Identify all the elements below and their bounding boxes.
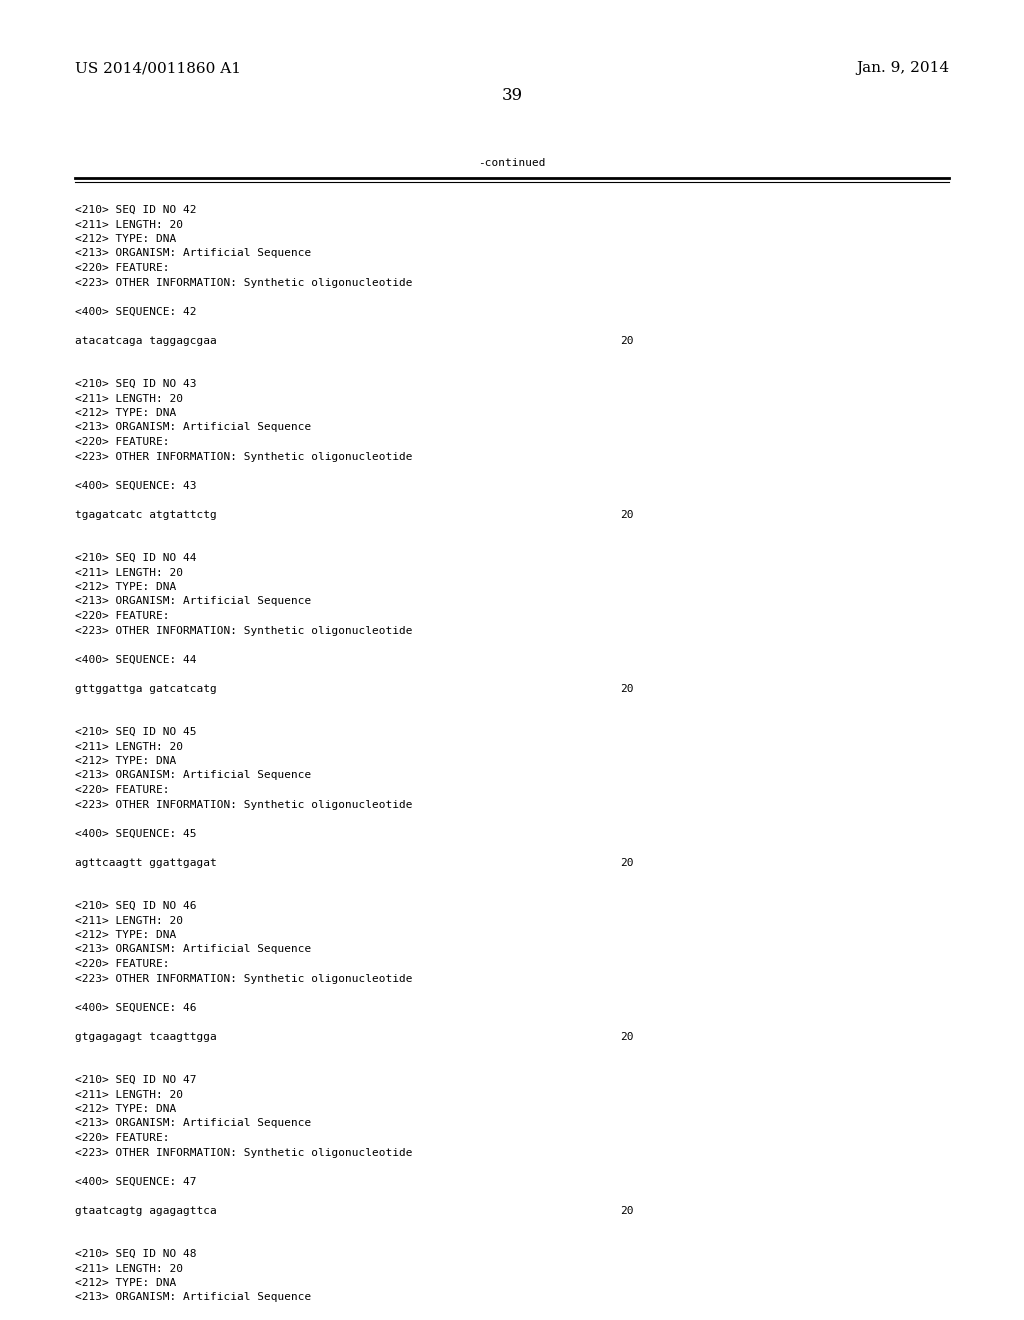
Text: 20: 20 (620, 510, 634, 520)
Text: <212> TYPE: DNA: <212> TYPE: DNA (75, 1278, 176, 1288)
Text: <210> SEQ ID NO 44: <210> SEQ ID NO 44 (75, 553, 197, 564)
Text: <213> ORGANISM: Artificial Sequence: <213> ORGANISM: Artificial Sequence (75, 248, 311, 259)
Text: <211> LENGTH: 20: <211> LENGTH: 20 (75, 219, 183, 230)
Text: <213> ORGANISM: Artificial Sequence: <213> ORGANISM: Artificial Sequence (75, 1292, 311, 1303)
Text: <212> TYPE: DNA: <212> TYPE: DNA (75, 408, 176, 418)
Text: <210> SEQ ID NO 48: <210> SEQ ID NO 48 (75, 1249, 197, 1259)
Text: <400> SEQUENCE: 42: <400> SEQUENCE: 42 (75, 306, 197, 317)
Text: <210> SEQ ID NO 47: <210> SEQ ID NO 47 (75, 1074, 197, 1085)
Text: <220> FEATURE:: <220> FEATURE: (75, 1133, 170, 1143)
Text: <220> FEATURE:: <220> FEATURE: (75, 960, 170, 969)
Text: 20: 20 (620, 1205, 634, 1216)
Text: <213> ORGANISM: Artificial Sequence: <213> ORGANISM: Artificial Sequence (75, 771, 311, 780)
Text: <210> SEQ ID NO 43: <210> SEQ ID NO 43 (75, 379, 197, 389)
Text: <211> LENGTH: 20: <211> LENGTH: 20 (75, 393, 183, 404)
Text: 20: 20 (620, 858, 634, 867)
Text: <400> SEQUENCE: 44: <400> SEQUENCE: 44 (75, 655, 197, 664)
Text: <400> SEQUENCE: 47: <400> SEQUENCE: 47 (75, 1176, 197, 1187)
Text: <400> SEQUENCE: 46: <400> SEQUENCE: 46 (75, 1002, 197, 1012)
Text: -continued: -continued (478, 158, 546, 168)
Text: <400> SEQUENCE: 45: <400> SEQUENCE: 45 (75, 829, 197, 838)
Text: 20: 20 (620, 1031, 634, 1041)
Text: <213> ORGANISM: Artificial Sequence: <213> ORGANISM: Artificial Sequence (75, 1118, 311, 1129)
Text: <211> LENGTH: 20: <211> LENGTH: 20 (75, 568, 183, 578)
Text: <220> FEATURE:: <220> FEATURE: (75, 263, 170, 273)
Text: <223> OTHER INFORMATION: Synthetic oligonucleotide: <223> OTHER INFORMATION: Synthetic oligo… (75, 1147, 413, 1158)
Text: 39: 39 (502, 87, 522, 103)
Text: <223> OTHER INFORMATION: Synthetic oligonucleotide: <223> OTHER INFORMATION: Synthetic oligo… (75, 974, 413, 983)
Text: 20: 20 (620, 335, 634, 346)
Text: <213> ORGANISM: Artificial Sequence: <213> ORGANISM: Artificial Sequence (75, 422, 311, 433)
Text: <220> FEATURE:: <220> FEATURE: (75, 437, 170, 447)
Text: <210> SEQ ID NO 45: <210> SEQ ID NO 45 (75, 727, 197, 737)
Text: <212> TYPE: DNA: <212> TYPE: DNA (75, 234, 176, 244)
Text: <213> ORGANISM: Artificial Sequence: <213> ORGANISM: Artificial Sequence (75, 597, 311, 606)
Text: <213> ORGANISM: Artificial Sequence: <213> ORGANISM: Artificial Sequence (75, 945, 311, 954)
Text: <211> LENGTH: 20: <211> LENGTH: 20 (75, 742, 183, 751)
Text: <223> OTHER INFORMATION: Synthetic oligonucleotide: <223> OTHER INFORMATION: Synthetic oligo… (75, 800, 413, 809)
Text: <212> TYPE: DNA: <212> TYPE: DNA (75, 1104, 176, 1114)
Text: <210> SEQ ID NO 46: <210> SEQ ID NO 46 (75, 902, 197, 911)
Text: gtgagagagt tcaagttgga: gtgagagagt tcaagttgga (75, 1031, 217, 1041)
Text: agttcaagtt ggattgagat: agttcaagtt ggattgagat (75, 858, 217, 867)
Text: Jan. 9, 2014: Jan. 9, 2014 (856, 61, 949, 75)
Text: <400> SEQUENCE: 43: <400> SEQUENCE: 43 (75, 480, 197, 491)
Text: <223> OTHER INFORMATION: Synthetic oligonucleotide: <223> OTHER INFORMATION: Synthetic oligo… (75, 626, 413, 635)
Text: atacatcaga taggagcgaa: atacatcaga taggagcgaa (75, 335, 217, 346)
Text: <223> OTHER INFORMATION: Synthetic oligonucleotide: <223> OTHER INFORMATION: Synthetic oligo… (75, 277, 413, 288)
Text: gttggattga gatcatcatg: gttggattga gatcatcatg (75, 684, 217, 693)
Text: <220> FEATURE:: <220> FEATURE: (75, 611, 170, 620)
Text: <212> TYPE: DNA: <212> TYPE: DNA (75, 756, 176, 766)
Text: <210> SEQ ID NO 42: <210> SEQ ID NO 42 (75, 205, 197, 215)
Text: <212> TYPE: DNA: <212> TYPE: DNA (75, 931, 176, 940)
Text: 20: 20 (620, 684, 634, 693)
Text: <212> TYPE: DNA: <212> TYPE: DNA (75, 582, 176, 591)
Text: tgagatcatc atgtattctg: tgagatcatc atgtattctg (75, 510, 217, 520)
Text: <220> FEATURE:: <220> FEATURE: (75, 785, 170, 795)
Text: US 2014/0011860 A1: US 2014/0011860 A1 (75, 61, 241, 75)
Text: gtaatcagtg agagagttca: gtaatcagtg agagagttca (75, 1205, 217, 1216)
Text: <211> LENGTH: 20: <211> LENGTH: 20 (75, 1089, 183, 1100)
Text: <223> OTHER INFORMATION: Synthetic oligonucleotide: <223> OTHER INFORMATION: Synthetic oligo… (75, 451, 413, 462)
Text: <211> LENGTH: 20: <211> LENGTH: 20 (75, 1263, 183, 1274)
Text: <211> LENGTH: 20: <211> LENGTH: 20 (75, 916, 183, 925)
